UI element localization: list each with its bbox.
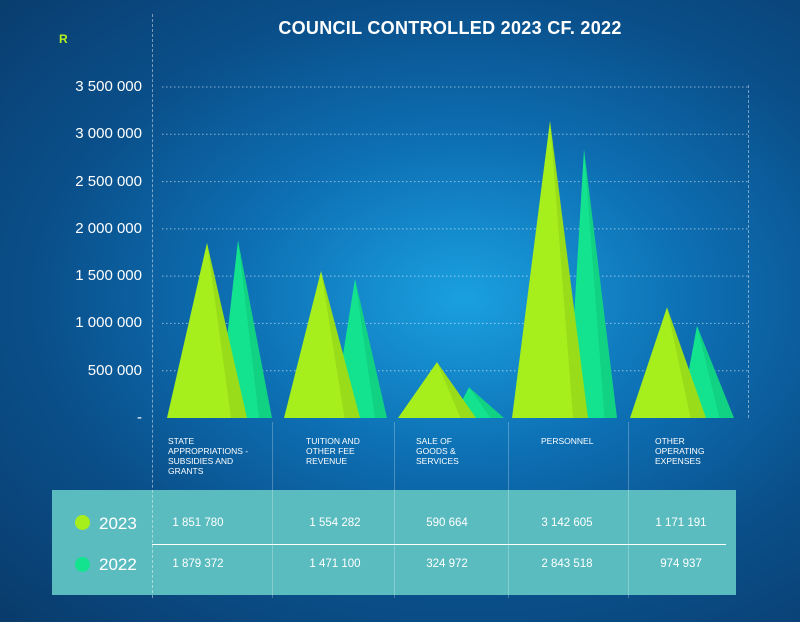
peak-2023-2 [398, 362, 476, 418]
data-table: 2023 2022 1 851 780 1 554 282 590 664 3 142… [52, 490, 736, 595]
y-axis-unit-label: R [59, 32, 68, 46]
peak-shade-2023-0 [207, 242, 247, 418]
table-cell-2023: 1 851 780 [172, 517, 224, 529]
category-label: OTHER OPERATING EXPENSES [655, 436, 705, 466]
peak-2023-0 [167, 242, 247, 418]
peak-shade-2022-0 [238, 240, 272, 418]
plot-right-border [748, 85, 749, 418]
y-tick-label: 3 500 000 [75, 78, 142, 95]
peak-shade-2022-1 [355, 278, 387, 418]
y-tick-label: 1 500 000 [75, 267, 142, 285]
peak-2023-3 [512, 120, 588, 419]
legend-dot-2023 [75, 515, 90, 530]
peak-shade-2022-2 [469, 387, 504, 418]
y-tick-label: - [137, 409, 142, 426]
legend-year-2023: 2023 [99, 514, 137, 533]
table-cell-2023: 590 664 [426, 517, 468, 529]
chart-title: COUNCIL CONTROLLED 2023 CF. 2022 [278, 18, 622, 38]
legend-dot-2022 [75, 557, 90, 572]
table-cell-2022: 974 937 [660, 558, 702, 570]
peak-2023-1 [284, 271, 360, 418]
category-label: STATE APPROPRIATIONS -SUBSIDIES AND GRAN… [168, 436, 249, 476]
legend-year-2022: 2022 [99, 555, 137, 574]
category-label: SALE OF GOODS & SERVICES [416, 436, 459, 466]
y-tick-label: 3 000 000 [75, 125, 142, 143]
table-cell-2023: 1 171 191 [655, 517, 707, 529]
y-axis-divider [152, 14, 153, 598]
category-divider [628, 422, 629, 598]
peak-2022-3 [568, 149, 617, 418]
y-tick-label: 2 500 000 [75, 172, 142, 190]
y-tick-label: 2 000 000 [75, 219, 142, 237]
table-cell-2022: 1 879 372 [172, 558, 224, 570]
category-label: TUITION AND OTHER FEE REVENUE [306, 436, 360, 466]
y-tick-label: 1 000 000 [75, 314, 142, 332]
table-cell-2022: 2 843 518 [541, 558, 593, 570]
table-cell-2022: 1 471 100 [309, 558, 361, 570]
table-row-separator [152, 544, 726, 545]
category-label: PERSONNEL [541, 436, 594, 446]
peak-shade-2022-4 [697, 325, 734, 418]
peak-shade-2022-3 [584, 149, 617, 418]
peak-shade-2023-2 [437, 362, 476, 418]
category-divider [508, 422, 509, 598]
table-cell-2023: 3 142 605 [541, 517, 593, 529]
peak-shade-2023-1 [321, 271, 360, 418]
peak-shade-2023-4 [667, 307, 706, 418]
table-cell-2023: 1 554 282 [309, 517, 361, 529]
table-cell-2022: 324 972 [426, 558, 468, 570]
category-divider [272, 422, 273, 598]
peak-shade-2023-3 [550, 120, 588, 419]
peak-2023-4 [630, 307, 706, 418]
y-tick-label: 500 000 [87, 361, 142, 379]
category-divider [394, 422, 395, 598]
